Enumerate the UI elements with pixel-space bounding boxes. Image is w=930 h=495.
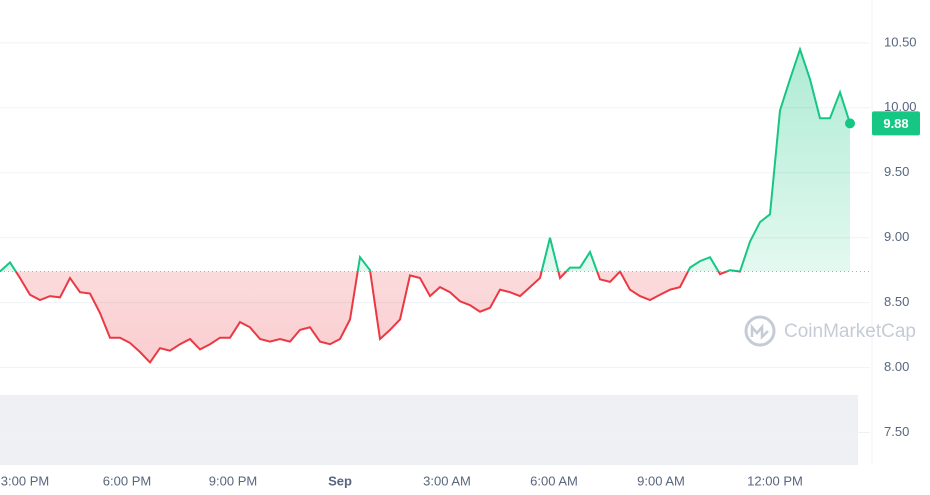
x-tick-label: 6:00 PM bbox=[103, 473, 151, 488]
x-tick-label: 3:00 AM bbox=[423, 473, 471, 488]
y-tick-label: 9.00 bbox=[884, 229, 909, 244]
x-tick-label: 9:00 AM bbox=[637, 473, 685, 488]
area-up bbox=[0, 49, 850, 272]
area-down bbox=[0, 271, 741, 363]
x-tick-label: 6:00 AM bbox=[530, 473, 578, 488]
x-tick-label: 12:00 PM bbox=[747, 473, 803, 488]
x-tick-label: Sep bbox=[328, 473, 352, 488]
price-badge bbox=[872, 111, 920, 136]
price-line-up bbox=[0, 46, 851, 272]
y-tick-label: 10.50 bbox=[884, 34, 917, 49]
watermark-text: CoinMarketCap bbox=[784, 321, 916, 342]
last-point bbox=[845, 118, 855, 129]
x-tick-label: 3:00 PM bbox=[1, 473, 49, 488]
price-label: 9.88 bbox=[883, 116, 908, 131]
y-tick-label: 10.00 bbox=[884, 99, 917, 114]
volume-band bbox=[0, 395, 858, 465]
watermark: CoinMarketCap bbox=[744, 315, 916, 347]
y-tick-label: 7.50 bbox=[884, 424, 909, 439]
y-tick-label: 9.50 bbox=[884, 164, 909, 179]
y-tick-label: 8.50 bbox=[884, 294, 909, 309]
x-tick-label: 9:00 PM bbox=[209, 473, 257, 488]
y-tick-label: 8.00 bbox=[884, 359, 909, 374]
price-line-down bbox=[0, 271, 742, 364]
